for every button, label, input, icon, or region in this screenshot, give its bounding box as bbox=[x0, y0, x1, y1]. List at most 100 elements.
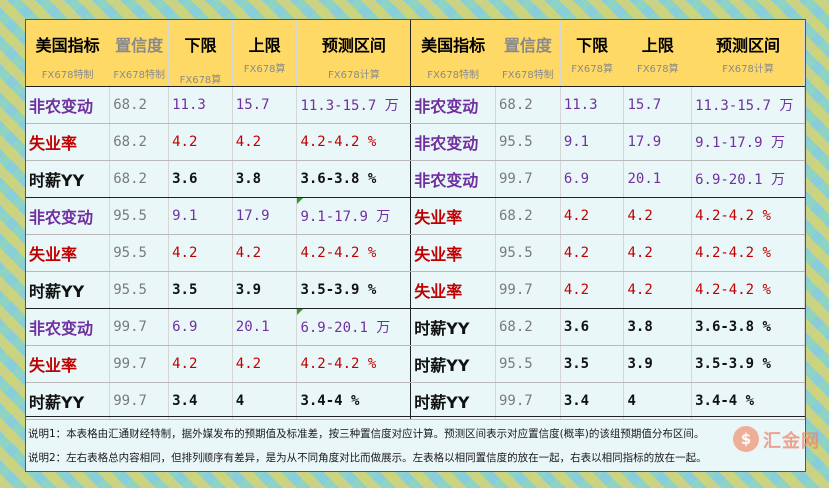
header-cell: 上限 FX678算 bbox=[623, 20, 693, 87]
right-confidence-cell: 68.2 bbox=[495, 86, 561, 124]
right-confidence-cell: 68.2 bbox=[495, 197, 561, 235]
right-lower-bound-cell: 3.5 bbox=[560, 345, 625, 383]
watermark-text: 汇金网 bbox=[763, 431, 820, 452]
header-cell: 预测区间 FX678计算 bbox=[691, 20, 805, 87]
right-lower-bound-cell: 4.2 bbox=[560, 234, 625, 272]
note-1: 说明1：本表格由汇通财经特制，据外媒发布的预期值及标准差，按三种置信度对应计算。… bbox=[28, 428, 705, 440]
right-upper-bound-cell: 4.2 bbox=[623, 234, 693, 272]
right-indicator-cell: 时薪YY bbox=[410, 382, 496, 420]
left-confidence-cell: 99.7 bbox=[109, 382, 170, 420]
left-lower-bound-cell: 3.4 bbox=[168, 382, 233, 420]
left-interval-cell: 4.2-4.2 % bbox=[296, 123, 412, 161]
right-confidence-cell: 99.7 bbox=[495, 160, 561, 198]
left-interval-cell: 11.3-15.7 万 bbox=[296, 86, 412, 124]
left-upper-bound-cell: 4.2 bbox=[232, 123, 298, 161]
left-indicator-cell: 时薪YY bbox=[26, 271, 111, 309]
table-row: 时薪YY 68.2 3.6 3.8 3.6-3.8 % 非农变动 99.7 6.9 20.1 6.… bbox=[26, 160, 805, 198]
right-upper-bound-cell: 4 bbox=[623, 382, 693, 420]
left-upper-bound-cell: 17.9 bbox=[232, 197, 298, 235]
header-cell: 预测区间 FX678计算 bbox=[296, 20, 412, 87]
left-confidence-cell: 95.5 bbox=[109, 271, 170, 309]
left-upper-bound-cell: 4.2 bbox=[232, 345, 298, 383]
right-indicator-cell: 非农变动 bbox=[410, 160, 496, 198]
left-interval-cell: 9.1-17.9 万 bbox=[296, 197, 412, 235]
right-upper-bound-cell: 15.7 bbox=[623, 86, 693, 124]
right-interval-cell: 4.2-4.2 % bbox=[691, 197, 805, 235]
left-lower-bound-cell: 6.9 bbox=[168, 308, 233, 346]
left-interval-cell: 6.9-20.1 万 bbox=[296, 308, 412, 346]
right-interval-cell: 11.3-15.7 万 bbox=[691, 86, 805, 124]
right-upper-bound-cell: 4.2 bbox=[623, 197, 693, 235]
right-indicator-cell: 时薪YY bbox=[410, 308, 496, 346]
header-cell: 置信度 FX678特制 bbox=[495, 20, 561, 87]
right-interval-cell: 3.6-3.8 % bbox=[691, 308, 805, 346]
left-upper-bound-cell: 3.8 bbox=[232, 160, 298, 198]
right-lower-bound-cell: 11.3 bbox=[560, 86, 625, 124]
left-upper-bound-cell: 15.7 bbox=[232, 86, 298, 124]
right-interval-cell: 3.4-4 % bbox=[691, 382, 805, 420]
header-cell: 美国指标 FX678特制 bbox=[410, 20, 496, 87]
left-confidence-cell: 68.2 bbox=[109, 86, 170, 124]
left-upper-bound-cell: 3.9 bbox=[232, 271, 298, 309]
right-upper-bound-cell: 3.9 bbox=[623, 345, 693, 383]
right-lower-bound-cell: 9.1 bbox=[560, 123, 625, 161]
left-confidence-cell: 68.2 bbox=[109, 123, 170, 161]
left-indicator-cell: 非农变动 bbox=[26, 86, 111, 124]
right-lower-bound-cell: 3.4 bbox=[560, 382, 625, 420]
left-confidence-cell: 99.7 bbox=[109, 345, 170, 383]
forecast-table-card: 美国指标 FX678特制 置信度 FX678特制 下限 FX678算 上限 FX678算… bbox=[25, 19, 806, 472]
left-interval-cell: 3.6-3.8 % bbox=[296, 160, 412, 198]
right-indicator-cell: 失业率 bbox=[410, 197, 496, 235]
right-confidence-cell: 95.5 bbox=[495, 234, 561, 272]
header-cell: 美国指标 FX678特制 bbox=[26, 20, 111, 87]
left-indicator-cell: 时薪YY bbox=[26, 160, 111, 198]
table-row: 失业率 68.2 4.2 4.2 4.2-4.2 % 非农变动 95.5 9.1 17.9 9.1… bbox=[26, 123, 805, 161]
left-upper-bound-cell: 4 bbox=[232, 382, 298, 420]
right-upper-bound-cell: 3.8 bbox=[623, 308, 693, 346]
watermark-logo: $ 汇金网 bbox=[733, 426, 823, 456]
left-confidence-cell: 95.5 bbox=[109, 197, 170, 235]
right-upper-bound-cell: 4.2 bbox=[623, 271, 693, 309]
left-lower-bound-cell: 3.6 bbox=[168, 160, 233, 198]
left-lower-bound-cell: 4.2 bbox=[168, 234, 233, 272]
left-confidence-cell: 95.5 bbox=[109, 234, 170, 272]
header-cell: 下限 FX678算 bbox=[560, 20, 625, 87]
left-upper-bound-cell: 20.1 bbox=[232, 308, 298, 346]
right-interval-cell: 6.9-20.1 万 bbox=[691, 160, 805, 198]
right-indicator-cell: 非农变动 bbox=[410, 123, 496, 161]
right-interval-cell: 3.5-3.9 % bbox=[691, 345, 805, 383]
table-row: 非农变动 68.2 11.3 15.7 11.3-15.7 万非农变动 68.2 11.3 1… bbox=[26, 86, 805, 124]
right-lower-bound-cell: 3.6 bbox=[560, 308, 625, 346]
note-2: 说明2：左右表格总内容相同，但排列顺序有差异，是为从不同角度对比而做展示。左表格… bbox=[28, 452, 707, 464]
right-lower-bound-cell: 6.9 bbox=[560, 160, 625, 198]
left-confidence-cell: 68.2 bbox=[109, 160, 170, 198]
right-upper-bound-cell: 20.1 bbox=[623, 160, 693, 198]
left-indicator-cell: 失业率 bbox=[26, 123, 111, 161]
table-row: 失业率 95.5 4.2 4.2 4.2-4.2 % 失业率 95.5 4.2 4.2 4.2-4… bbox=[26, 234, 805, 272]
header-row: 美国指标 FX678特制 置信度 FX678特制 下限 FX678算 上限 FX678算… bbox=[26, 20, 805, 87]
left-indicator-cell: 非农变动 bbox=[26, 197, 111, 235]
right-indicator-cell: 失业率 bbox=[410, 234, 496, 272]
header-cell: 上限 FX678算 bbox=[232, 20, 298, 87]
left-indicator-cell: 非农变动 bbox=[26, 308, 111, 346]
left-lower-bound-cell: 9.1 bbox=[168, 197, 233, 235]
left-lower-bound-cell: 3.5 bbox=[168, 271, 233, 309]
right-confidence-cell: 95.5 bbox=[495, 123, 561, 161]
left-interval-cell: 4.2-4.2 % bbox=[296, 234, 412, 272]
left-lower-bound-cell: 4.2 bbox=[168, 345, 233, 383]
header-cell: 置信度 FX678特制 bbox=[109, 20, 170, 87]
left-interval-cell: 3.4-4 % bbox=[296, 382, 412, 420]
right-confidence-cell: 68.2 bbox=[495, 308, 561, 346]
left-interval-cell: 4.2-4.2 % bbox=[296, 345, 412, 383]
right-interval-cell: 9.1-17.9 万 bbox=[691, 123, 805, 161]
table-row: 非农变动 95.5 9.1 17.9 9.1-17.9 万失业率 68.2 4.2 4.2 4.… bbox=[26, 197, 805, 235]
table-row: 失业率 99.7 4.2 4.2 4.2-4.2 % 时薪YY 95.5 3.5 3.9 3.5-… bbox=[26, 345, 805, 383]
left-indicator-cell: 失业率 bbox=[26, 345, 111, 383]
right-upper-bound-cell: 17.9 bbox=[623, 123, 693, 161]
table-row: 时薪YY 99.7 3.4 4 3.4-4 % 时薪YY 99.7 3.4 4 3.4-4 % bbox=[26, 382, 805, 420]
left-lower-bound-cell: 4.2 bbox=[168, 123, 233, 161]
right-lower-bound-cell: 4.2 bbox=[560, 271, 625, 309]
table-row: 非农变动 99.7 6.9 20.1 6.9-20.1 万时薪YY 68.2 3.6 3.8 3… bbox=[26, 308, 805, 346]
left-indicator-cell: 时薪YY bbox=[26, 382, 111, 420]
right-confidence-cell: 99.7 bbox=[495, 382, 561, 420]
